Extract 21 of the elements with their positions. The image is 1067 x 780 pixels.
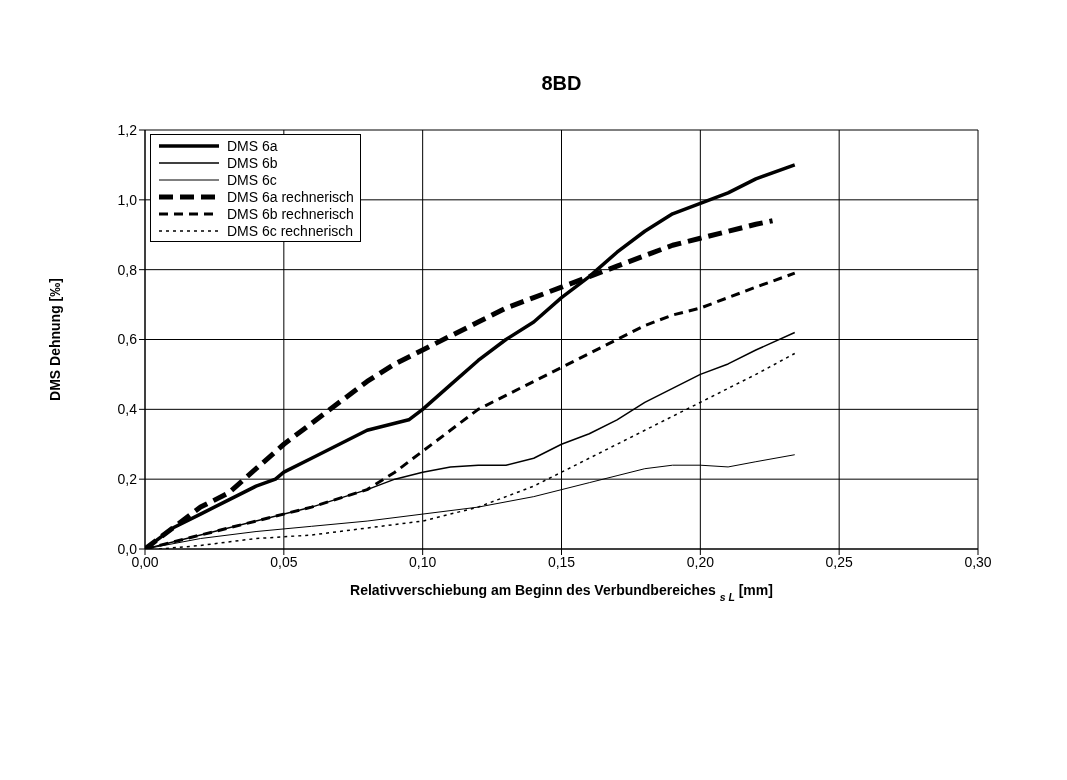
y-tick-label: 0,8	[117, 261, 138, 278]
x-axis-title: Relativverschiebung am Beginn des Verbundbereiches $_{s L}$ [mm]	[350, 582, 773, 603]
x-tick-label: 0,05	[270, 553, 298, 570]
legend-label: DMS 6a rechnerisch	[227, 188, 354, 205]
y-tick-label: 1,0	[117, 191, 138, 208]
y-tick-label: 0,2	[117, 471, 138, 488]
legend-label: DMS 6b rechnerisch	[227, 205, 354, 222]
legend-label: DMS 6c	[227, 171, 277, 188]
y-tick-label: 0,4	[117, 401, 138, 418]
y-tick-label: 1,2	[117, 121, 138, 138]
legend-label: DMS 6c rechnerisch	[227, 222, 354, 239]
y-axis-title: DMS Dehnung [‰]	[46, 278, 63, 401]
legend-label: DMS 6a	[227, 137, 278, 154]
legend-label: DMS 6b	[227, 154, 278, 171]
x-tick-label: 0,30	[964, 553, 992, 570]
y-tick-label: 0,6	[117, 331, 138, 348]
x-tick-label: 0,10	[409, 553, 437, 570]
x-tick-label: 0,20	[686, 553, 715, 570]
x-tick-label: 0,25	[825, 553, 853, 570]
chart-title: 8BD	[541, 72, 582, 94]
x-tick-label: 0,15	[547, 553, 576, 570]
